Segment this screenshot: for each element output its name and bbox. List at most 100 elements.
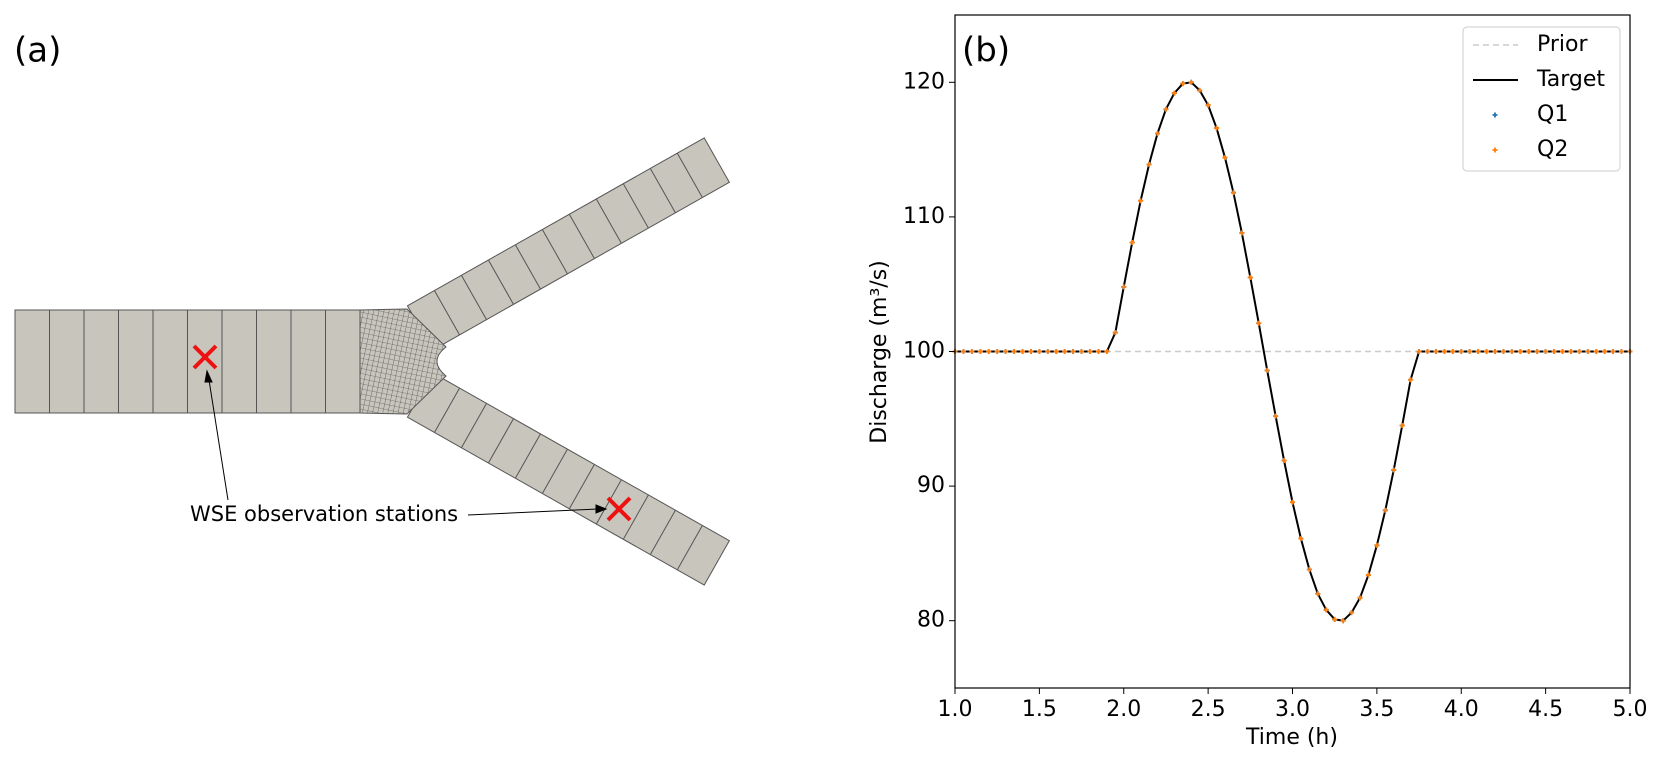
data-point (1020, 349, 1025, 354)
data-point (1450, 349, 1456, 354)
data-point (1517, 349, 1523, 354)
data-point (1281, 458, 1287, 464)
x-tick-label: 2.5 (1191, 697, 1226, 722)
legend-marker (1492, 112, 1498, 118)
data-point (1180, 81, 1186, 87)
legend-label: Prior (1537, 32, 1588, 57)
data-point (1104, 349, 1110, 354)
data-point (1484, 349, 1490, 354)
data-point (1349, 610, 1355, 616)
data-point (1146, 161, 1152, 167)
data-point (1197, 87, 1203, 93)
data-point (1526, 349, 1532, 354)
data-point (1585, 349, 1591, 354)
data-point (1290, 499, 1295, 505)
y-tick-label: 80 (917, 608, 945, 633)
mesh-diagram (14, 137, 731, 586)
data-point (1230, 190, 1236, 196)
data-point (1332, 616, 1338, 622)
data-point (1273, 413, 1279, 419)
data-point (1433, 349, 1439, 354)
x-tick-label: 4.0 (1444, 697, 1479, 722)
data-point (1458, 349, 1464, 354)
data-point (1247, 274, 1253, 280)
x-tick-label: 3.5 (1359, 697, 1394, 722)
data-point (994, 349, 1000, 354)
data-point (1036, 349, 1042, 354)
legend-label: Q1 (1537, 102, 1568, 127)
data-point (1129, 239, 1135, 245)
data-point (1441, 349, 1447, 354)
data-point (1399, 423, 1405, 429)
data-point (1543, 349, 1549, 354)
data-point (969, 349, 975, 354)
annotation: WSE observation stations (190, 502, 458, 526)
data-point (1602, 349, 1608, 354)
data-point (1365, 572, 1371, 578)
data-point (1070, 349, 1076, 354)
data-point (1391, 467, 1397, 473)
data-point (960, 349, 966, 354)
data-point (1593, 349, 1599, 354)
data-point (1610, 349, 1616, 354)
data-point (1357, 595, 1363, 601)
data-point (977, 349, 983, 354)
data-point (1425, 349, 1430, 354)
data-point (1171, 90, 1177, 96)
data-point (1340, 618, 1346, 624)
x-axis-label: Time (h) (1245, 725, 1338, 750)
y-tick-label: 90 (917, 473, 945, 498)
data-point (1467, 349, 1473, 354)
legend-label: Q2 (1537, 137, 1568, 162)
data-point (1163, 106, 1169, 112)
data-point (1205, 102, 1211, 108)
panel-label: (b) (962, 31, 1010, 71)
y-tick-label: 120 (903, 69, 945, 94)
data-point (1382, 507, 1388, 513)
data-point (1112, 330, 1118, 336)
data-point (1053, 349, 1059, 354)
y-axis-label: Discharge (m³/s) (867, 260, 892, 443)
data-point (1062, 349, 1068, 354)
x-tick-label: 1.5 (1022, 697, 1057, 722)
data-point (1568, 349, 1574, 354)
legend-marker (1492, 147, 1498, 153)
data-point (1003, 349, 1009, 354)
x-tick-label: 1.0 (938, 697, 973, 722)
data-point (1315, 591, 1321, 597)
x-tick-label: 2.0 (1106, 697, 1141, 722)
data-point (1264, 367, 1270, 373)
data-point (1256, 320, 1262, 326)
data-point (1306, 567, 1312, 573)
data-point (1028, 349, 1034, 354)
data-point (1188, 79, 1194, 85)
data-point (1087, 349, 1093, 354)
data-point (1408, 377, 1414, 383)
x-tick-label: 3.0 (1275, 697, 1310, 722)
data-point (1500, 349, 1506, 354)
x-tick-label: 5.0 (1613, 697, 1648, 722)
data-point (1079, 349, 1085, 354)
data-point (1121, 284, 1127, 290)
data-point (1045, 349, 1051, 354)
data-point (986, 349, 992, 354)
legend-box (1462, 26, 1621, 172)
data-point (1551, 349, 1557, 354)
data-point (1509, 349, 1515, 354)
data-point (1239, 230, 1245, 236)
data-point (1298, 536, 1304, 542)
legend-label: Target (1536, 67, 1605, 92)
panel-label: (a) (14, 31, 61, 71)
data-point (1576, 349, 1582, 354)
data-point (1560, 349, 1565, 354)
data-point (1492, 349, 1498, 354)
data-point (1138, 198, 1144, 204)
data-point (1374, 542, 1380, 548)
data-point (1323, 607, 1329, 613)
data-point (1475, 349, 1481, 354)
x-tick-label: 4.5 (1528, 697, 1563, 722)
data-point (1011, 349, 1017, 354)
data-point (1155, 130, 1160, 136)
data-point (1619, 349, 1625, 354)
